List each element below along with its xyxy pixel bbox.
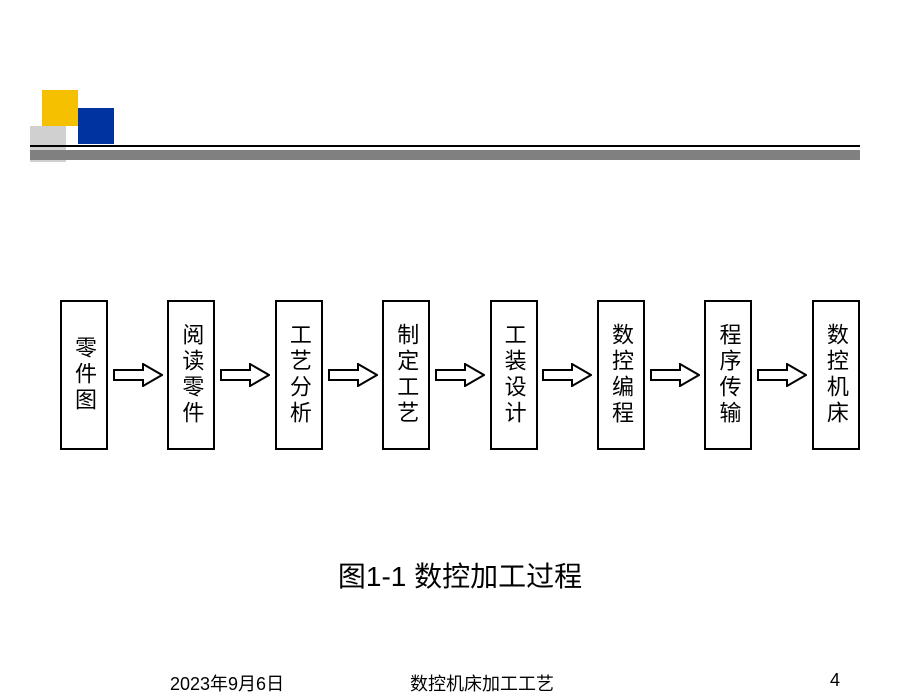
figure-caption: 图1-1 数控加工过程 <box>0 555 920 595</box>
decor-square <box>42 90 78 126</box>
flowchart: 零件图 阅读零件 工艺分析 制定工艺 工装设计 数控编程 程序传输 数控机床 <box>60 300 860 450</box>
flow-node: 零件图 <box>60 300 108 450</box>
flow-node: 制定工艺 <box>382 300 430 450</box>
flow-arrow <box>328 363 378 387</box>
flow-arrow <box>650 363 700 387</box>
flow-arrow <box>542 363 592 387</box>
footer-page: 4 <box>830 670 840 691</box>
flow-node: 数控机床 <box>812 300 860 450</box>
flow-node: 程序传输 <box>704 300 752 450</box>
flow-node: 数控编程 <box>597 300 645 450</box>
flow-node: 工艺分析 <box>275 300 323 450</box>
flow-arrow <box>220 363 270 387</box>
flow-arrow <box>435 363 485 387</box>
rule-thin <box>30 145 860 147</box>
flow-node: 阅读零件 <box>167 300 215 450</box>
footer-title: 数控机床加工工艺 <box>410 670 554 696</box>
flow-node: 工装设计 <box>490 300 538 450</box>
footer-date: 2023年9月6日 <box>170 670 284 696</box>
flow-arrow <box>113 363 163 387</box>
decor-square <box>78 108 114 144</box>
flow-arrow <box>757 363 807 387</box>
header-rule <box>30 145 860 165</box>
rule-thick <box>30 150 860 160</box>
